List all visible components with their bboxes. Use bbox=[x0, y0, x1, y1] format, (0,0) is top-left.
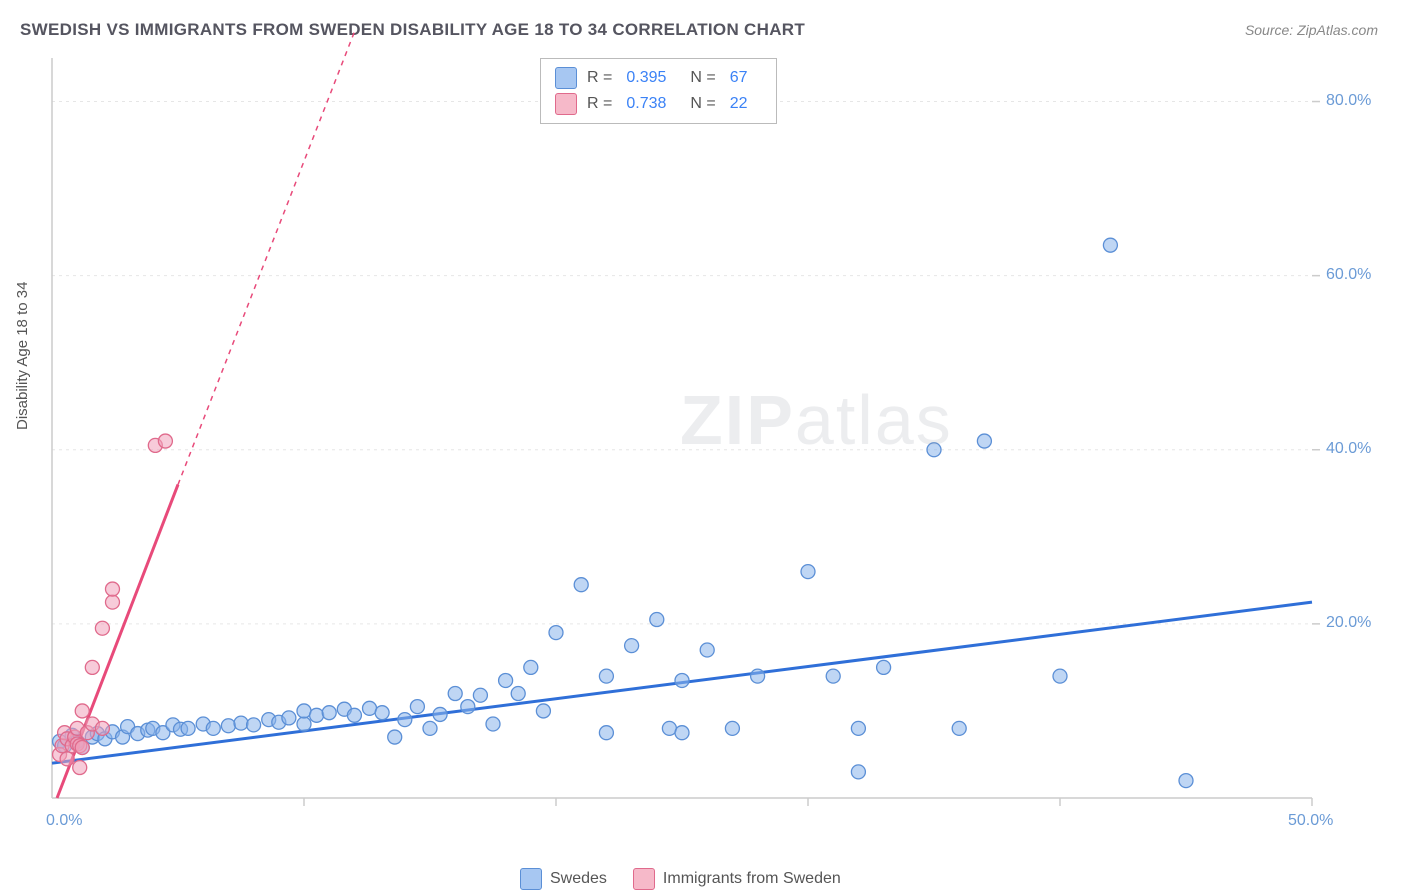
legend-r-label: R = bbox=[587, 69, 612, 87]
y-tick-label: 40.0% bbox=[1326, 440, 1371, 458]
legend-bottom-label: Swedes bbox=[550, 870, 607, 888]
legend-bottom: Swedes Immigrants from Sweden bbox=[520, 868, 841, 890]
legend-swatch bbox=[555, 93, 577, 115]
x-origin-label: 0.0% bbox=[46, 812, 82, 830]
legend-r-value: 0.395 bbox=[626, 69, 666, 87]
legend-swatch bbox=[520, 868, 542, 890]
legend-bottom-item: Immigrants from Sweden bbox=[633, 868, 841, 890]
legend-top-row: R = 0.395 N = 67 bbox=[555, 65, 762, 91]
legend-top: R = 0.395 N = 67 R = 0.738 N = 22 bbox=[540, 58, 777, 124]
y-tick-label: 80.0% bbox=[1326, 92, 1371, 110]
legend-n-value: 67 bbox=[730, 69, 748, 87]
legend-swatch bbox=[633, 868, 655, 890]
y-tick-label: 20.0% bbox=[1326, 614, 1371, 632]
x-max-label: 50.0% bbox=[1288, 812, 1333, 830]
legend-swatch bbox=[555, 67, 577, 89]
source-label: Source: ZipAtlas.com bbox=[1245, 22, 1378, 38]
plot-svg bbox=[52, 58, 1352, 828]
chart-title: SWEDISH VS IMMIGRANTS FROM SWEDEN DISABI… bbox=[20, 20, 805, 40]
legend-bottom-label: Immigrants from Sweden bbox=[663, 870, 841, 888]
legend-r-value: 0.738 bbox=[626, 95, 666, 113]
legend-n-label: N = bbox=[690, 69, 715, 87]
legend-n-value: 22 bbox=[730, 95, 748, 113]
legend-top-row: R = 0.738 N = 22 bbox=[555, 91, 762, 117]
chart-area: 20.0%40.0%60.0%80.0%0.0%50.0% bbox=[52, 58, 1352, 828]
legend-bottom-item: Swedes bbox=[520, 868, 607, 890]
y-axis-label: Disability Age 18 to 34 bbox=[14, 282, 31, 430]
y-tick-label: 60.0% bbox=[1326, 266, 1371, 284]
legend-r-label: R = bbox=[587, 95, 612, 113]
legend-n-label: N = bbox=[690, 95, 715, 113]
